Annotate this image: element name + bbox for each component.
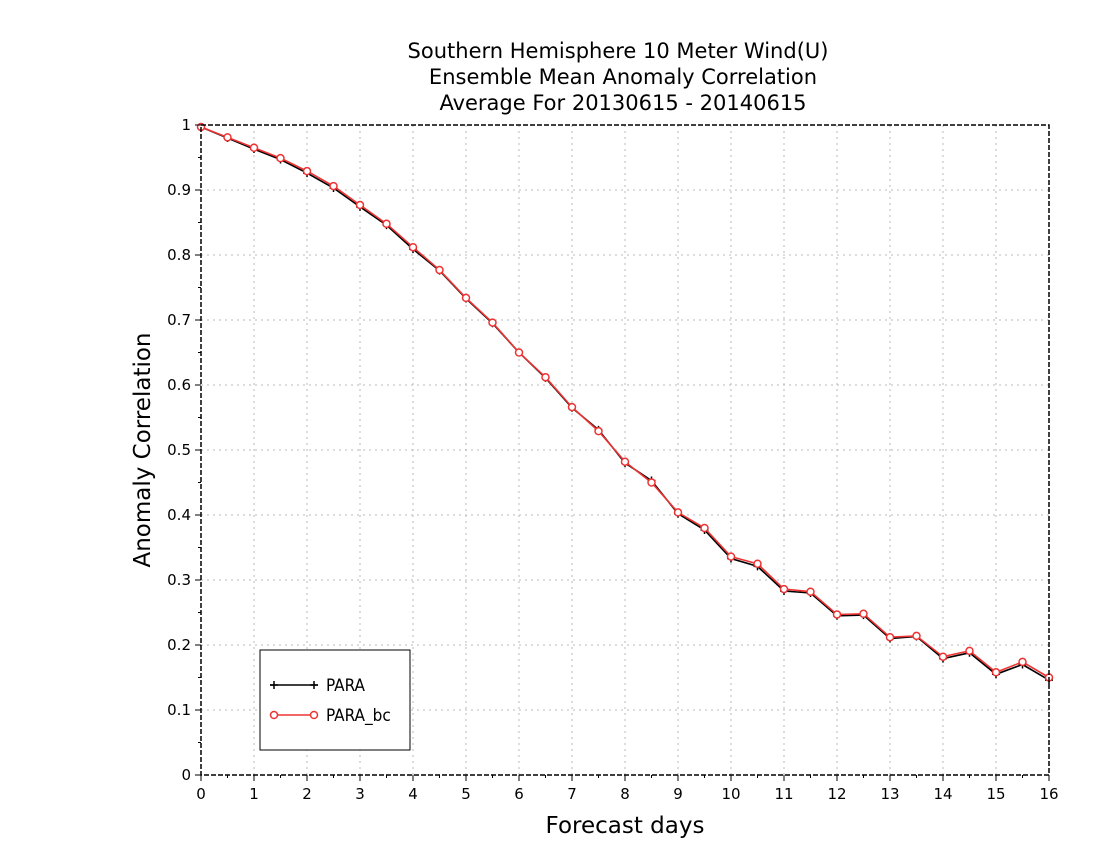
x-tick-label: 7 — [567, 785, 577, 803]
legend-marker — [309, 710, 319, 720]
data-point — [1018, 657, 1027, 667]
x-tick-label: 16 — [1039, 785, 1058, 803]
data-point — [276, 153, 285, 163]
data-point — [435, 265, 444, 275]
data-point — [700, 523, 709, 533]
x-tick-label: 14 — [933, 785, 952, 803]
legend-label: PARA_bc — [326, 706, 391, 726]
x-tick-label: 0 — [196, 785, 206, 803]
data-series — [196, 122, 1054, 685]
y-axis-label: Anomaly Correlation — [130, 332, 156, 567]
x-tick-label: 11 — [774, 785, 793, 803]
data-point — [329, 181, 338, 191]
x-axis-label: Forecast days — [546, 813, 705, 839]
y-tick-label: 0.9 — [167, 181, 191, 199]
data-point — [223, 133, 232, 142]
data-point — [647, 478, 656, 487]
data-point — [302, 166, 312, 176]
x-tick-label: 10 — [721, 785, 740, 803]
data-point — [938, 652, 948, 661]
data-point — [408, 242, 418, 252]
x-tick-label: 4 — [408, 785, 418, 803]
y-tick-label: 0.5 — [167, 441, 191, 459]
axis-ticks: 0 1 2 3 4 5 6 7 8 9 10 11 12 13 14 15 1600.10.20.30.40.5… — [167, 116, 1058, 803]
legend-marker — [269, 710, 279, 720]
data-point — [514, 348, 524, 357]
x-tick-label: 13 — [880, 785, 899, 803]
grid-lines — [201, 125, 1049, 775]
y-tick-label: 0.1 — [167, 701, 191, 719]
x-tick-label: 5 — [461, 785, 471, 803]
y-tick-label: 0.7 — [167, 311, 191, 329]
data-point — [806, 587, 815, 596]
chart-title-line-1: Southern Hemisphere 10 Meter Wind(U) — [408, 39, 829, 63]
data-point — [461, 293, 471, 303]
data-point — [753, 559, 762, 568]
x-tick-label: 8 — [620, 785, 630, 803]
data-point — [594, 426, 603, 436]
data-point — [912, 631, 921, 641]
chart-title: Southern Hemisphere 10 Meter Wind(U) Ens… — [408, 39, 829, 115]
data-point — [382, 219, 391, 229]
x-tick-label: 6 — [514, 785, 524, 803]
legend-box — [259, 649, 411, 751]
y-tick-label: 0.8 — [167, 246, 191, 264]
x-tick-label: 15 — [986, 785, 1005, 803]
data-point — [832, 610, 842, 619]
data-point — [726, 552, 736, 561]
data-point — [567, 402, 577, 412]
y-tick-label: 0.3 — [167, 571, 191, 589]
chart-title-line-3: Average For 20130615 - 20140615 — [439, 91, 806, 115]
chart-title-line-2: Ensemble Mean Anomaly Correlation — [429, 65, 817, 89]
x-tick-label: 2 — [302, 785, 312, 803]
y-tick-label: 0 — [181, 766, 191, 784]
x-tick-label: 1 — [249, 785, 259, 803]
y-tick-label: 0.2 — [167, 636, 191, 654]
data-point — [991, 668, 1001, 677]
y-tick-label: 0.4 — [167, 506, 191, 524]
data-point — [885, 632, 895, 642]
legend-entry-para-bc: PARA_bc — [269, 706, 391, 726]
data-point — [249, 143, 259, 152]
data-point — [620, 457, 630, 466]
x-tick-label: 9 — [673, 785, 683, 803]
legend-entry-para: PARA — [270, 676, 366, 696]
legend-marker — [310, 681, 318, 689]
data-point — [859, 609, 868, 619]
x-tick-label: 12 — [827, 785, 846, 803]
data-point — [541, 372, 550, 382]
data-point — [779, 584, 789, 594]
data-point — [673, 508, 683, 517]
data-point — [965, 646, 974, 656]
legend: PARA PARA_bc — [259, 649, 411, 751]
series-para-bc — [196, 122, 1054, 682]
y-tick-label: 0.6 — [167, 376, 191, 394]
data-point — [488, 318, 497, 327]
legend-marker — [270, 681, 278, 689]
legend-label: PARA — [326, 676, 366, 696]
x-tick-label: 3 — [355, 785, 365, 803]
data-point — [355, 200, 365, 210]
y-tick-label: 1 — [181, 116, 191, 134]
